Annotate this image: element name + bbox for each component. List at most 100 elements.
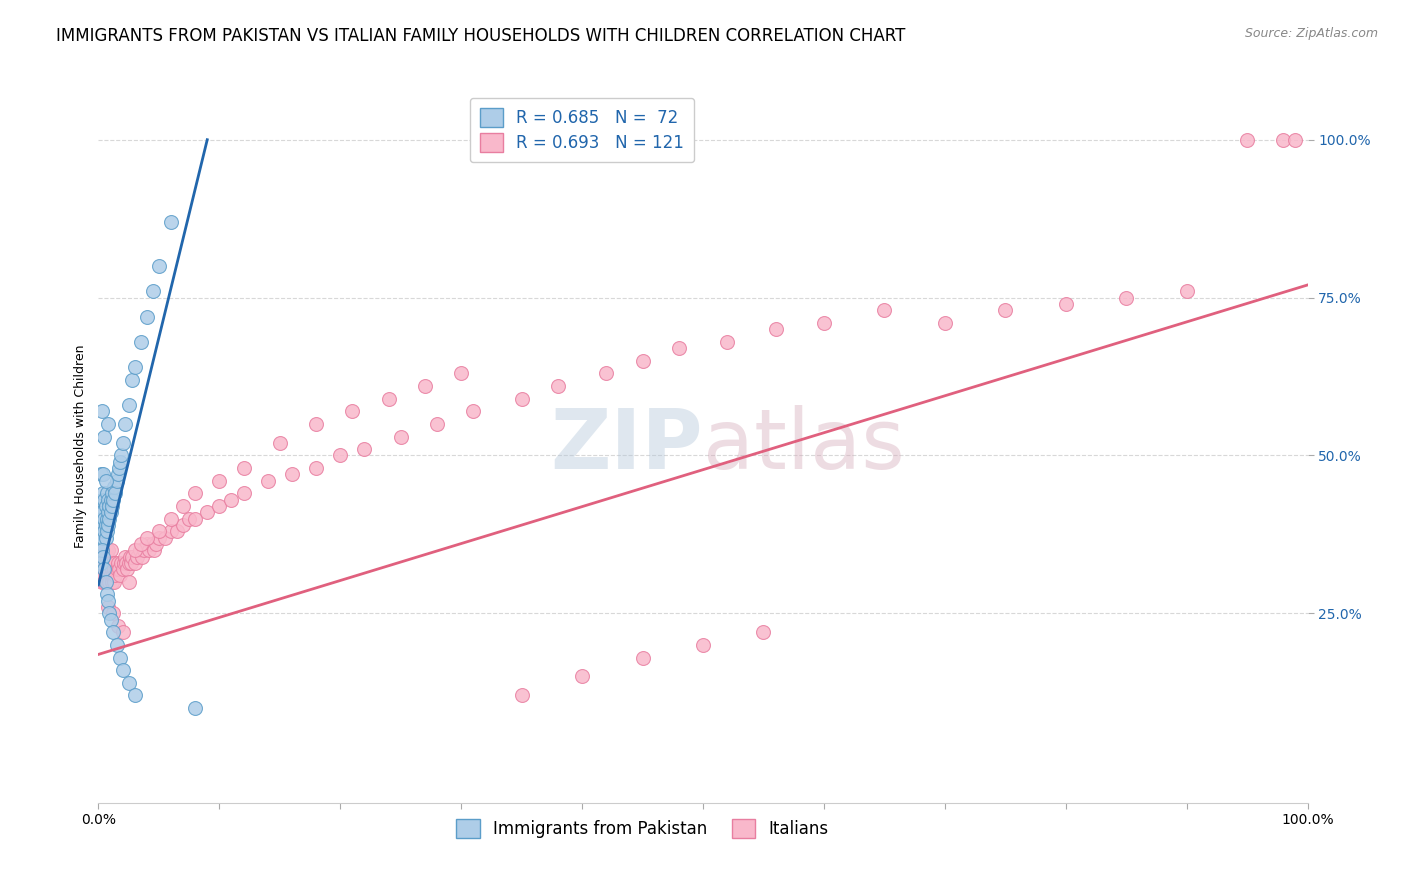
Point — [97, 600, 120, 615]
Point — [195, 505, 218, 519]
Point — [329, 449, 352, 463]
Point — [91, 505, 114, 519]
Point — [269, 435, 291, 450]
Point — [129, 334, 152, 349]
Text: ZIP: ZIP — [551, 406, 703, 486]
Point — [94, 499, 117, 513]
Point — [107, 556, 129, 570]
Point — [93, 429, 115, 443]
Point — [112, 556, 135, 570]
Point — [93, 511, 115, 525]
Point — [98, 574, 121, 589]
Point — [108, 562, 131, 576]
Point — [166, 524, 188, 539]
Point — [124, 689, 146, 703]
Point — [101, 568, 124, 582]
Point — [94, 531, 117, 545]
Point — [97, 492, 120, 507]
Point — [131, 549, 153, 564]
Point — [160, 511, 183, 525]
Point — [121, 549, 143, 564]
Point — [96, 549, 118, 564]
Point — [89, 562, 111, 576]
Point — [90, 568, 112, 582]
Point — [90, 467, 112, 482]
Point — [160, 215, 183, 229]
Point — [692, 638, 714, 652]
Point — [118, 574, 141, 589]
Point — [108, 568, 131, 582]
Point — [96, 524, 118, 539]
Point — [463, 404, 485, 418]
Point — [91, 404, 114, 418]
Point — [138, 543, 160, 558]
Point — [96, 562, 118, 576]
Point — [91, 562, 114, 576]
Point — [389, 429, 412, 443]
Point — [91, 524, 114, 539]
Point — [426, 417, 449, 431]
Point — [90, 505, 112, 519]
Point — [765, 322, 787, 336]
Text: Source: ZipAtlas.com: Source: ZipAtlas.com — [1244, 27, 1378, 40]
Point — [118, 556, 141, 570]
Point — [91, 556, 114, 570]
Point — [93, 549, 115, 564]
Point — [172, 499, 194, 513]
Point — [101, 625, 124, 640]
Point — [141, 537, 163, 551]
Point — [571, 669, 593, 683]
Point — [108, 650, 131, 665]
Text: atlas: atlas — [703, 406, 904, 486]
Point — [510, 392, 533, 406]
Point — [208, 499, 231, 513]
Point — [129, 537, 152, 551]
Point — [91, 531, 114, 545]
Point — [91, 543, 114, 558]
Point — [105, 474, 128, 488]
Point — [91, 549, 114, 564]
Point — [127, 549, 149, 564]
Point — [97, 517, 120, 532]
Point — [96, 486, 118, 500]
Point — [134, 543, 156, 558]
Point — [91, 574, 114, 589]
Point — [100, 486, 122, 500]
Point — [94, 474, 117, 488]
Point — [96, 574, 118, 589]
Point — [142, 285, 165, 299]
Point — [100, 613, 122, 627]
Point — [631, 650, 654, 665]
Point — [104, 556, 127, 570]
Point — [90, 517, 112, 532]
Point — [117, 562, 139, 576]
Point — [114, 417, 136, 431]
Point — [377, 392, 399, 406]
Point — [221, 492, 243, 507]
Point — [111, 625, 134, 640]
Point — [716, 334, 738, 349]
Point — [98, 511, 121, 525]
Point — [145, 537, 167, 551]
Point — [813, 316, 835, 330]
Point — [135, 537, 157, 551]
Point — [97, 593, 120, 607]
Point — [107, 467, 129, 482]
Point — [103, 480, 125, 494]
Point — [108, 455, 131, 469]
Point — [124, 360, 146, 375]
Point — [101, 492, 124, 507]
Point — [91, 549, 114, 564]
Point — [547, 379, 569, 393]
Point — [208, 474, 231, 488]
Text: IMMIGRANTS FROM PAKISTAN VS ITALIAN FAMILY HOUSEHOLDS WITH CHILDREN CORRELATION : IMMIGRANTS FROM PAKISTAN VS ITALIAN FAMI… — [56, 27, 905, 45]
Point — [934, 316, 956, 330]
Point — [89, 511, 111, 525]
Point — [1284, 133, 1306, 147]
Legend: Immigrants from Pakistan, Italians: Immigrants from Pakistan, Italians — [450, 812, 835, 845]
Point — [104, 568, 127, 582]
Point — [100, 568, 122, 582]
Point — [100, 492, 122, 507]
Point — [232, 461, 254, 475]
Point — [89, 524, 111, 539]
